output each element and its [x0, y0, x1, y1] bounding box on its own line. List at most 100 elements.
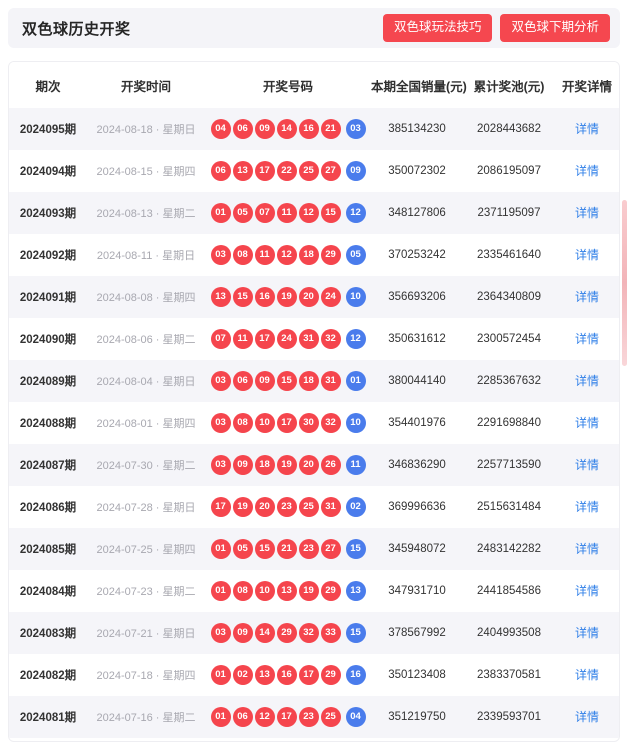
red-ball: 13	[276, 581, 297, 601]
table-row: 2024083期 2024-07-21 · 星期日 03 09 14 29 32 33 15 37…	[9, 612, 619, 654]
red-ball: 29	[276, 623, 297, 643]
table-row: 2024086期 2024-07-28 · 星期日 17 19 20 23 25 31 02 36…	[9, 486, 619, 528]
red-ball: 19	[232, 497, 253, 517]
cell-prize-pool: 2364340809	[477, 291, 541, 303]
table-row: 2024087期 2024-07-30 · 星期二 03 09 18 19 20 26 11 34…	[9, 444, 619, 486]
detail-link[interactable]: 详情	[574, 248, 599, 262]
red-ball: 24	[320, 287, 341, 307]
red-ball: 20	[298, 455, 319, 475]
table-row: 2024094期 2024-08-15 · 星期四 06 13 17 22 25 27 09 35…	[9, 150, 619, 192]
red-ball: 14	[276, 119, 297, 139]
cell-winning-numbers: 01 08 10 13 19 29 13	[205, 570, 371, 612]
detail-link[interactable]: 详情	[574, 710, 599, 724]
cell-draw-date: 2024-07-30 · 星期二	[96, 460, 196, 472]
red-ball: 06	[210, 161, 231, 181]
detail-link[interactable]: 详情	[574, 164, 599, 178]
detail-link[interactable]: 详情	[574, 332, 599, 346]
red-ball: 17	[254, 329, 275, 349]
detail-link[interactable]: 详情	[574, 122, 599, 136]
blue-ball: 09	[345, 161, 366, 181]
table-row: 2024084期 2024-07-23 · 星期二 01 08 10 13 19 29 13 34…	[9, 570, 619, 612]
red-ball: 11	[232, 329, 253, 349]
red-ball: 12	[254, 707, 275, 727]
cell-detail: 详情	[555, 234, 619, 276]
cell-issue: 2024088期	[19, 418, 77, 430]
cell-draw-date: 2024-08-08 · 星期四	[96, 292, 196, 304]
cell-prize-pool: 2404993508	[477, 627, 541, 639]
cell-draw-date: 2024-07-25 · 星期四	[96, 544, 196, 556]
red-ball: 11	[276, 203, 297, 223]
red-ball: 16	[254, 287, 275, 307]
red-ball: 09	[232, 623, 253, 643]
red-ball: 01	[210, 203, 231, 223]
red-ball: 06	[232, 119, 253, 139]
detail-link[interactable]: 详情	[574, 416, 599, 430]
red-ball: 21	[276, 539, 297, 559]
red-ball: 08	[232, 245, 253, 265]
detail-link[interactable]: 详情	[574, 626, 599, 640]
column-header-balls: 开奖号码	[205, 62, 371, 108]
cell-detail: 详情	[555, 444, 619, 486]
cell-detail: 详情	[555, 612, 619, 654]
red-ball: 15	[254, 539, 275, 559]
cell-draw-date: 2024-07-28 · 星期日	[96, 502, 196, 514]
blue-ball: 05	[345, 245, 366, 265]
ball-group: 03 08 10 17 30 32 10	[205, 402, 371, 444]
red-ball: 03	[210, 413, 231, 433]
red-ball: 18	[298, 371, 319, 391]
cell-detail: 详情	[555, 276, 619, 318]
scrollbar-thumb[interactable]	[622, 200, 627, 366]
cell-detail: 详情	[555, 486, 619, 528]
detail-link[interactable]: 详情	[574, 458, 599, 472]
detail-link[interactable]: 详情	[574, 584, 599, 598]
detail-link[interactable]: 详情	[574, 500, 599, 514]
red-ball: 17	[276, 707, 297, 727]
red-ball: 24	[276, 329, 297, 349]
cell-issue: 2024084期	[19, 586, 77, 598]
page-title: 双色球历史开奖	[22, 20, 131, 38]
cell-national-sales: 346836290	[388, 459, 446, 471]
cell-draw-date: 2024-08-15 · 星期四	[96, 166, 196, 178]
red-ball: 07	[210, 329, 231, 349]
next-draw-analysis-button[interactable]: 双色球下期分析	[500, 14, 610, 42]
scrollbar-track[interactable]	[622, 100, 628, 746]
red-ball: 17	[210, 497, 231, 517]
red-ball: 09	[254, 371, 275, 391]
blue-ball: 11	[345, 455, 366, 475]
table-header-row: 期次 开奖时间 开奖号码 本期全国销量(元) 累计奖池(元) 开奖详情	[9, 62, 619, 108]
red-ball: 17	[254, 161, 275, 181]
ball-group: 07 11 17 24 31 32 12	[205, 318, 371, 360]
blue-ball: 13	[345, 581, 366, 601]
detail-link[interactable]: 详情	[574, 206, 599, 220]
cell-prize-pool: 2335461640	[477, 249, 541, 261]
cell-winning-numbers: 07 11 17 24 31 32 12	[205, 318, 371, 360]
detail-link[interactable]: 详情	[574, 542, 599, 556]
cell-winning-numbers: 01 02 13 16 17 29 16	[205, 654, 371, 696]
cell-draw-date: 2024-07-14 · 星期日	[87, 738, 205, 741]
table-row: 2024080期2024-07-14 · 星期日0611122729301337…	[9, 738, 619, 741]
cell-winning-numbers: 13 15 16 19 20 24 10	[205, 276, 371, 318]
page-header: 双色球历史开奖 双色球玩法技巧 双色球下期分析	[8, 8, 620, 48]
cell-winning-numbers: 03 09 18 19 20 26 11	[205, 444, 371, 486]
rules-tips-button[interactable]: 双色球玩法技巧	[382, 14, 493, 42]
blue-ball: 10	[345, 413, 366, 433]
cell-draw-date: 2024-08-01 · 星期四	[96, 418, 196, 430]
table-row: 2024082期 2024-07-18 · 星期四 01 02 13 16 17 29 16 35…	[9, 654, 619, 696]
red-ball: 32	[320, 413, 341, 433]
cell-national-sales: 356693206	[388, 291, 446, 303]
ball-group: 03 09 18 19 20 26 11	[205, 444, 371, 486]
red-ball: 16	[298, 119, 319, 139]
detail-link[interactable]: 详情	[574, 374, 599, 388]
detail-link[interactable]: 详情	[574, 290, 599, 304]
red-ball: 09	[254, 119, 275, 139]
red-ball: 07	[254, 203, 275, 223]
cell-prize-pool: 2028443682	[477, 123, 541, 135]
cell-issue: 2024092期	[19, 250, 77, 262]
red-ball: 23	[298, 707, 319, 727]
detail-link[interactable]: 详情	[574, 668, 599, 682]
red-ball: 23	[276, 497, 297, 517]
red-ball: 13	[210, 287, 231, 307]
blue-ball: 02	[345, 497, 366, 517]
cell-prize-pool: 2383370581	[477, 669, 541, 681]
cell-draw-date: 2024-08-06 · 星期二	[96, 334, 196, 346]
